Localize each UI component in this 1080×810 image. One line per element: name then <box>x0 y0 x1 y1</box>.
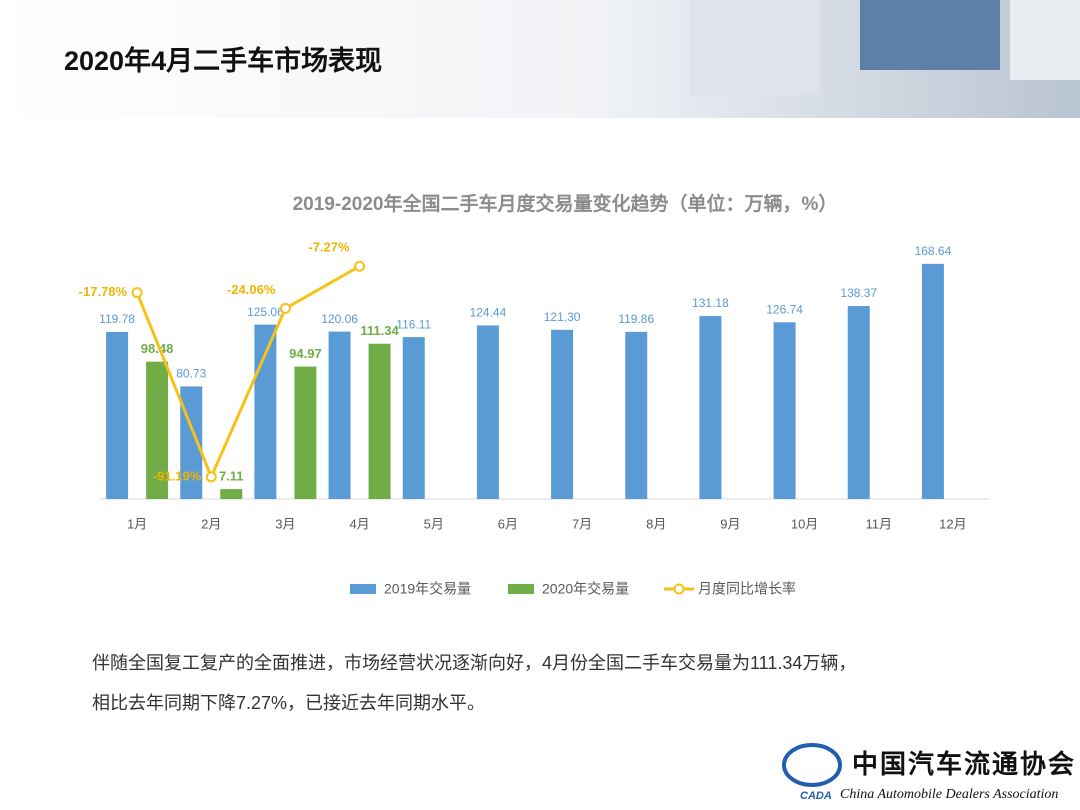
bar <box>699 316 722 499</box>
logo-name: 中国汽车流通协会 <box>852 749 1076 779</box>
data-label: 124.44 <box>470 306 507 320</box>
bar <box>328 331 351 499</box>
legend-swatch <box>673 583 685 595</box>
bar <box>773 322 796 499</box>
x-tick-label: 8月 <box>646 516 666 531</box>
x-tick-label: 1月 <box>127 516 147 531</box>
chart-title: 2019-2020年全国二手车月度交易量变化趋势（单位：万辆，%） <box>293 192 838 215</box>
header-cube <box>690 0 820 95</box>
legend-swatch <box>350 584 376 594</box>
legend-swatch <box>508 584 534 594</box>
data-label: 131.18 <box>692 296 729 310</box>
data-label: -91.19% <box>153 468 202 483</box>
line-point <box>131 287 143 299</box>
data-label: -17.78% <box>79 284 128 299</box>
bar <box>551 329 574 499</box>
x-tick-label: 11月 <box>866 516 893 531</box>
data-label: 119.78 <box>99 312 135 326</box>
logo-english: China Automobile Dealers Association <box>840 787 1058 802</box>
data-label: 94.97 <box>289 346 322 361</box>
header-cube <box>1010 0 1080 80</box>
logo-mark <box>782 743 842 787</box>
bar <box>368 343 391 499</box>
data-label: 126.74 <box>766 302 803 316</box>
line-point <box>354 260 366 272</box>
data-label: 121.30 <box>544 310 581 324</box>
bar <box>625 331 648 499</box>
data-label: 111.34 <box>360 323 399 338</box>
body-text: 相比去年同期下降7.27%，已接近去年同期水平。 <box>92 693 485 713</box>
x-tick-label: 10月 <box>791 516 818 531</box>
slide-title: 2020年4月二手车市场表现 <box>64 45 382 76</box>
data-label: 125.06 <box>247 305 284 319</box>
x-tick-label: 5月 <box>424 516 444 531</box>
data-label: 98.48 <box>141 341 174 356</box>
x-tick-label: 6月 <box>498 516 518 531</box>
data-label: 7.11 <box>219 469 244 484</box>
x-tick-label: 7月 <box>572 516 592 531</box>
line-point <box>205 471 217 483</box>
x-tick-label: 12月 <box>939 516 966 531</box>
x-tick-label: 3月 <box>275 516 295 531</box>
data-label: 80.73 <box>176 367 206 381</box>
data-label: 116.11 <box>396 317 431 331</box>
data-label: -24.06% <box>227 282 276 297</box>
data-label: 138.37 <box>840 286 877 300</box>
x-tick-label: 2月 <box>201 516 221 531</box>
bar <box>402 337 425 499</box>
bar <box>921 263 944 499</box>
legend-label: 2020年交易量 <box>542 581 629 597</box>
x-tick-label: 4月 <box>349 516 369 531</box>
bar <box>294 366 317 499</box>
legend-label: 月度同比增长率 <box>698 581 796 597</box>
data-label: -7.27% <box>308 240 350 255</box>
x-tick-label: 9月 <box>720 516 740 531</box>
bar <box>476 325 499 499</box>
header-cube <box>860 0 1000 70</box>
bar <box>106 331 129 499</box>
data-label: 119.86 <box>618 312 654 326</box>
bar <box>146 361 169 499</box>
data-label: 168.64 <box>915 244 952 258</box>
data-label: 120.06 <box>321 312 358 326</box>
line <box>135 264 361 481</box>
line-point <box>279 302 291 314</box>
logo-abbr: CADA <box>800 790 832 802</box>
legend-label: 2019年交易量 <box>384 581 471 597</box>
body-text: 伴随全国复工复产的全面推进，市场经营状况逐渐向好，4月份全国二手车交易量为111… <box>92 653 856 673</box>
bar <box>847 306 870 499</box>
bar <box>220 489 243 499</box>
